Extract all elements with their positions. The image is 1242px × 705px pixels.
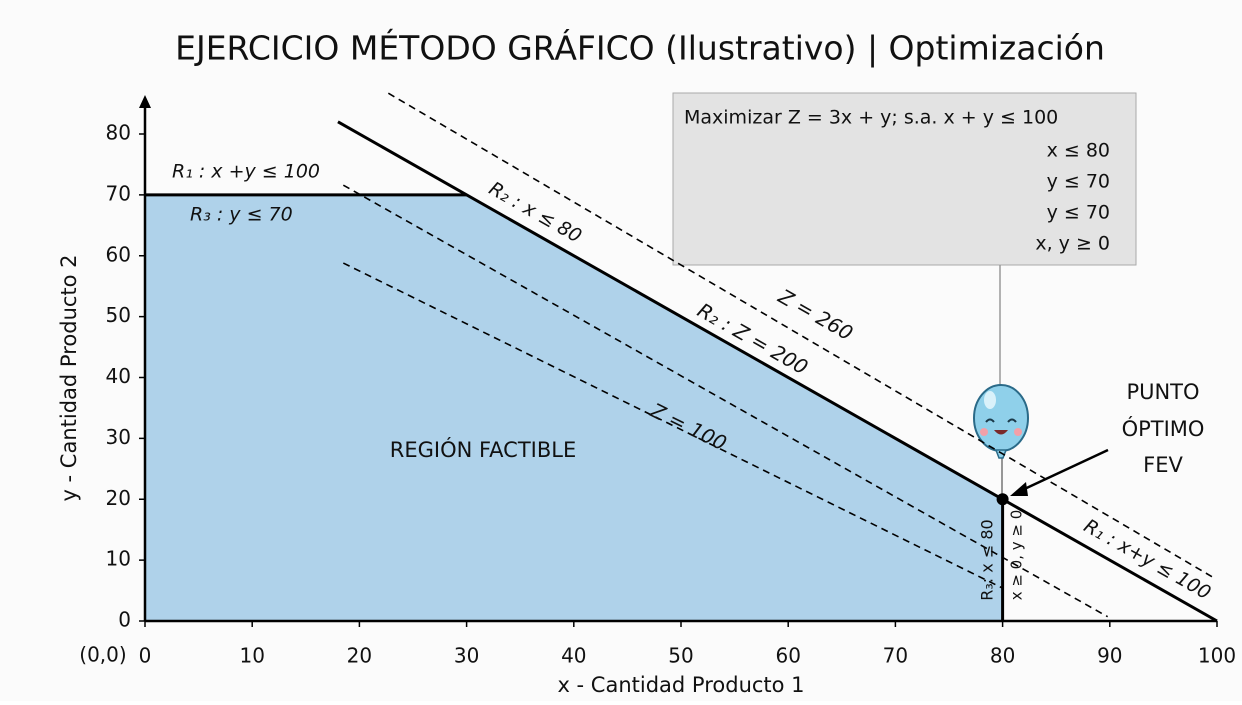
annotation: R₃ : y ≤ 70 bbox=[190, 204, 293, 226]
y-tick-label: 10 bbox=[106, 547, 131, 571]
y-tick-label: 70 bbox=[106, 181, 131, 205]
y-tick-label: 0 bbox=[118, 608, 131, 632]
annotation: (0,0) bbox=[79, 643, 126, 667]
x-axis-label: x - Cantidad Producto 1 bbox=[557, 673, 804, 697]
x-tick-label: 30 bbox=[454, 644, 479, 668]
annotation: FEV bbox=[1143, 453, 1183, 477]
x-tick-label: 0 bbox=[139, 644, 152, 668]
model-line: Maximizar Z = 3x + y; s.a. x + y ≤ 100 bbox=[684, 107, 1058, 129]
x-tick-label: 100 bbox=[1198, 644, 1236, 668]
y-tick-label: 40 bbox=[106, 364, 131, 388]
model-line: x ≤ 80 bbox=[1047, 140, 1110, 162]
model-line: y ≤ 70 bbox=[1047, 171, 1110, 193]
annotation: PUNTO bbox=[1126, 380, 1199, 404]
x-tick-label: 10 bbox=[239, 644, 264, 668]
x-tick-label: 70 bbox=[883, 644, 908, 668]
chart: EJERCICIO MÉTODO GRÁFICO (Ilustrativo) |… bbox=[0, 0, 1242, 701]
optimum-point bbox=[997, 493, 1009, 505]
annotation: R₁ : x +y ≤ 100 bbox=[172, 161, 320, 183]
y-tick-label: 30 bbox=[106, 425, 131, 449]
annotation: REGIÓN FACTIBLE bbox=[390, 437, 576, 462]
model-line: y ≤ 70 bbox=[1047, 202, 1110, 224]
y-axis-label: y - Cantidad Producto 2 bbox=[57, 254, 81, 501]
x-tick-label: 50 bbox=[668, 644, 693, 668]
x-tick-label: 40 bbox=[561, 644, 586, 668]
model-line: x, y ≥ 0 bbox=[1035, 233, 1110, 255]
y-tick-label: 60 bbox=[106, 242, 131, 266]
y-tick-label: 80 bbox=[106, 121, 131, 145]
annotation: ÓPTIMO bbox=[1122, 416, 1205, 441]
x-tick-label: 60 bbox=[775, 644, 800, 668]
chart-title: EJERCICIO MÉTODO GRÁFICO (Ilustrativo) |… bbox=[175, 28, 1105, 68]
x-tick-label: 80 bbox=[990, 644, 1015, 668]
y-tick-label: 20 bbox=[106, 486, 131, 510]
annotation: R₃: x ≤ 80 bbox=[978, 519, 997, 600]
y-tick-label: 50 bbox=[106, 303, 131, 327]
x-tick-label: 90 bbox=[1097, 644, 1122, 668]
x-tick-label: 20 bbox=[347, 644, 372, 668]
annotation: x ≥ 0, y ≥ 0 bbox=[1008, 510, 1026, 601]
